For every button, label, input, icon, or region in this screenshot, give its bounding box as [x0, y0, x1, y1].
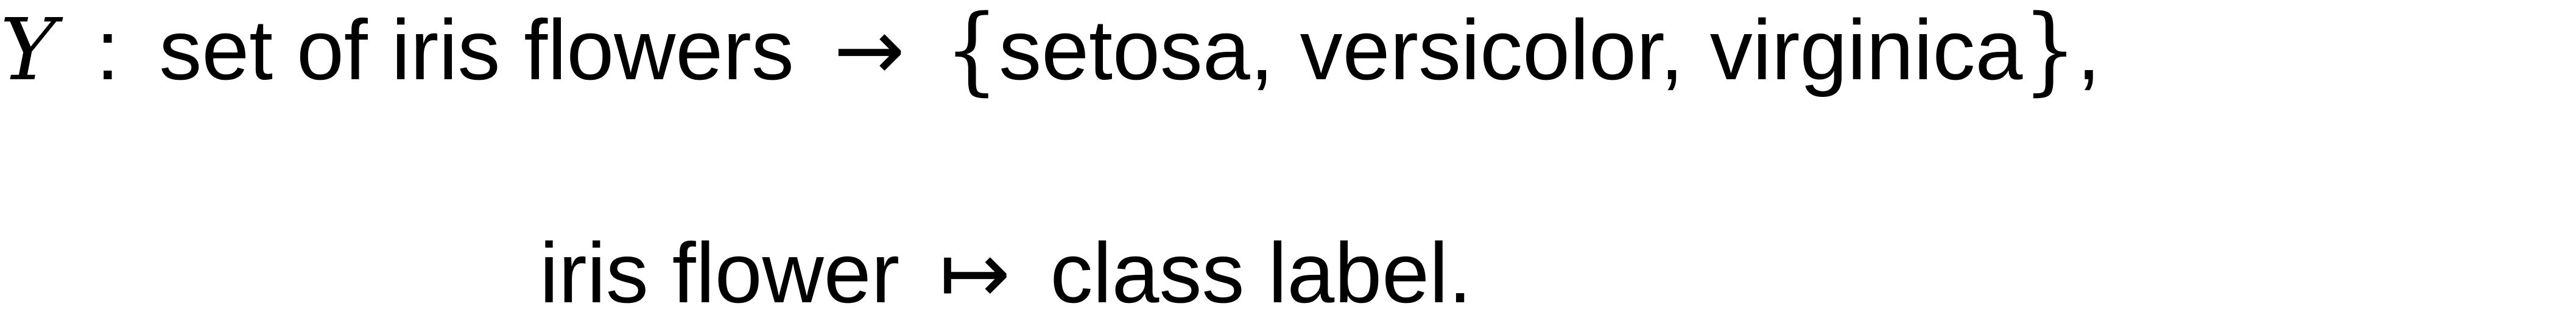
close-brace: } — [2022, 0, 2077, 106]
input-text: iris flower — [540, 225, 900, 321]
class-label-versicolor: versicolor — [1300, 2, 1660, 98]
variable-y: Y — [0, 1, 57, 100]
class-label-virginica: virginica — [1709, 2, 2023, 98]
class-label-setosa: setosa — [999, 2, 1250, 98]
equation-line-2: iris flower ↦ class label. — [540, 230, 1472, 317]
output-text: class label — [1050, 225, 1449, 321]
period: . — [1448, 225, 1473, 321]
equation-line-1: Y : set of iris flowers → {setosa, versi… — [0, 2, 2100, 98]
colon: : — [96, 2, 120, 98]
arrow-symbol: → — [833, 1, 906, 100]
open-brace: { — [945, 0, 999, 106]
trailing-comma: , — [2077, 2, 2101, 98]
comma-1: , — [1250, 2, 1274, 98]
domain-text: set of iris flowers — [159, 2, 794, 98]
mapsto-symbol: ↦ — [939, 224, 1011, 323]
comma-2: , — [1659, 2, 1684, 98]
